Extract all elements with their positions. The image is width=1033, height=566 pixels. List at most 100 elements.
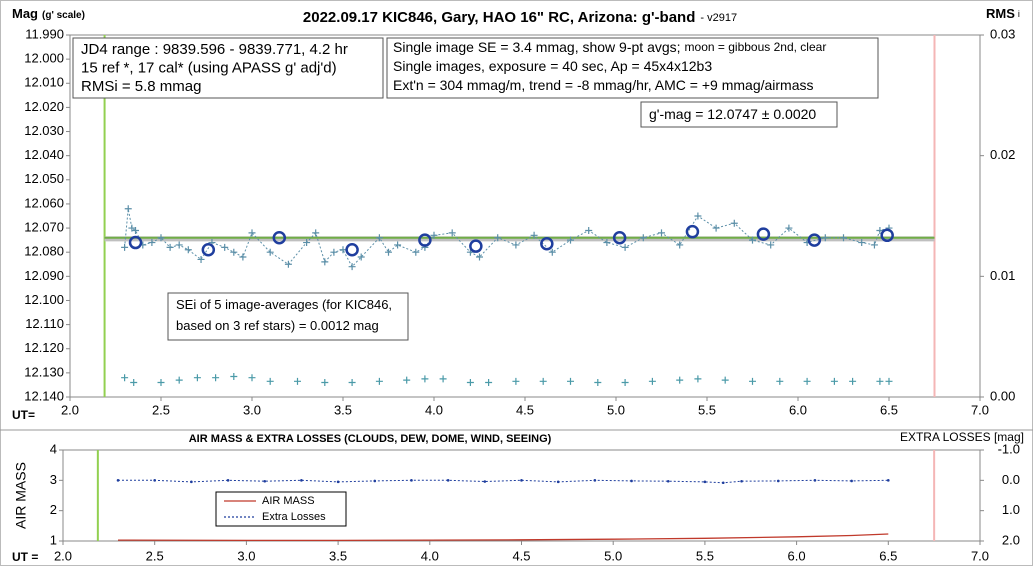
data-point bbox=[128, 224, 136, 232]
y-tick-label: 12.030 bbox=[24, 123, 64, 138]
y-axis-label: AIR MASS bbox=[13, 462, 29, 529]
annotation-text: 15 ref *, 17 cal* (using APASS g' adj'd) bbox=[81, 59, 337, 76]
data-point bbox=[412, 248, 420, 256]
data-point bbox=[421, 375, 429, 383]
series-line bbox=[118, 479, 889, 484]
x-axis-label: UT = bbox=[12, 550, 38, 564]
y2-tick-label: 1.0 bbox=[1002, 502, 1020, 517]
data-point bbox=[394, 241, 402, 249]
y-tick-label: 12.120 bbox=[24, 340, 64, 355]
data-point bbox=[221, 243, 229, 251]
data-point bbox=[567, 236, 574, 244]
average-point bbox=[807, 233, 822, 247]
y2-tick-label: -1.0 bbox=[998, 441, 1020, 456]
data-point bbox=[850, 479, 853, 483]
data-point bbox=[124, 205, 132, 213]
average-point bbox=[418, 233, 432, 247]
x-tick-label: 6.5 bbox=[879, 548, 897, 563]
y-tick-label: 12.110 bbox=[25, 316, 64, 331]
y2-tick-label: 0.00 bbox=[990, 388, 1015, 403]
data-point bbox=[403, 376, 411, 384]
x-tick-label: 6.5 bbox=[880, 402, 898, 417]
x-tick-label: 7.0 bbox=[971, 402, 989, 417]
data-point bbox=[375, 377, 383, 385]
data-point bbox=[336, 480, 340, 484]
data-point bbox=[776, 479, 780, 483]
y2-axis-label-main: RMS bbox=[986, 6, 1015, 21]
annotation-box bbox=[640, 101, 838, 128]
data-point bbox=[430, 231, 438, 239]
data-point bbox=[294, 377, 301, 385]
chart-title: 2022.09.17 KIC846, Gary, HAO 16" RC, Ari… bbox=[303, 9, 737, 26]
data-point bbox=[821, 234, 829, 242]
data-point bbox=[512, 241, 520, 249]
data-point bbox=[153, 479, 156, 482]
data-point bbox=[830, 377, 838, 385]
annotation-line: SEi of 5 image-averages (for KIC846, bbox=[176, 297, 392, 312]
data-point bbox=[749, 377, 756, 385]
data-point bbox=[348, 379, 356, 387]
data-point bbox=[193, 374, 201, 382]
data-point bbox=[876, 226, 884, 234]
y-tick-label: 12.130 bbox=[24, 364, 64, 379]
data-point bbox=[239, 253, 247, 261]
data-point bbox=[483, 480, 487, 483]
annotation-box bbox=[386, 37, 879, 99]
data-point bbox=[357, 253, 365, 261]
y2-tick-label: 0.01 bbox=[990, 268, 1015, 283]
average-point bbox=[272, 230, 287, 245]
data-point bbox=[512, 377, 520, 385]
data-point bbox=[226, 479, 230, 482]
data-point bbox=[175, 376, 183, 384]
data-point bbox=[130, 379, 138, 387]
annotation-text: g'-mag = 12.0747 ± 0.0020 bbox=[649, 106, 816, 122]
data-point bbox=[840, 234, 847, 242]
data-point bbox=[858, 239, 866, 247]
annotation-text: Ext'n = 304 mmag/m, trend = -8 mmag/hr, … bbox=[393, 77, 814, 93]
x-tick-label: 5.5 bbox=[696, 548, 714, 563]
data-point bbox=[348, 263, 356, 271]
data-point bbox=[548, 248, 556, 256]
x-axis-label: UT= bbox=[12, 408, 35, 422]
y2-axis-label: RMS i bbox=[986, 6, 1020, 21]
data-point bbox=[330, 248, 338, 256]
x-tick-label: 3.5 bbox=[334, 402, 352, 417]
y-axis-label: Mag (g' scale) bbox=[12, 6, 85, 21]
data-point bbox=[410, 479, 413, 482]
data-point bbox=[157, 234, 165, 242]
average-point bbox=[201, 243, 216, 257]
data-point bbox=[190, 480, 193, 484]
average-point bbox=[540, 237, 554, 251]
data-point bbox=[648, 377, 656, 385]
data-point bbox=[385, 248, 392, 256]
x-tick-label: 2.0 bbox=[54, 548, 72, 563]
y-tick-label: 12.060 bbox=[24, 195, 64, 210]
data-point bbox=[263, 479, 267, 483]
y-tick-label: 12.000 bbox=[24, 51, 64, 66]
average-point bbox=[612, 230, 627, 245]
data-point bbox=[785, 224, 793, 232]
y-tick-label: 11.990 bbox=[25, 26, 64, 41]
data-point bbox=[166, 243, 174, 251]
data-point bbox=[212, 374, 220, 382]
x-tick-label: 2.0 bbox=[61, 402, 79, 417]
x-tick-label: 3.0 bbox=[243, 402, 261, 417]
data-point bbox=[803, 377, 811, 385]
data-point bbox=[676, 241, 684, 249]
data-point bbox=[694, 375, 702, 383]
average-point bbox=[469, 239, 483, 253]
data-point bbox=[321, 258, 329, 266]
subtitle: - v2917 bbox=[700, 12, 737, 24]
data-point bbox=[530, 231, 538, 239]
y2-tick-label: 0.03 bbox=[990, 26, 1015, 41]
airmass-chart: AIR MASS & EXTRA LOSSES (CLOUDS, DEW, DO… bbox=[12, 430, 1024, 564]
average-point bbox=[345, 243, 359, 257]
data-point bbox=[876, 377, 884, 385]
annotation-line: 15 ref *, 17 cal* (using APASS g' adj'd) bbox=[81, 59, 337, 76]
average-point bbox=[128, 235, 143, 250]
legend-label: Extra Losses bbox=[262, 511, 326, 523]
annotation-text: JD4 range : 9839.596 - 9839.771, 4.2 hr bbox=[81, 41, 348, 58]
data-point bbox=[300, 479, 303, 482]
series-line bbox=[117, 533, 889, 542]
average-point bbox=[756, 227, 771, 241]
